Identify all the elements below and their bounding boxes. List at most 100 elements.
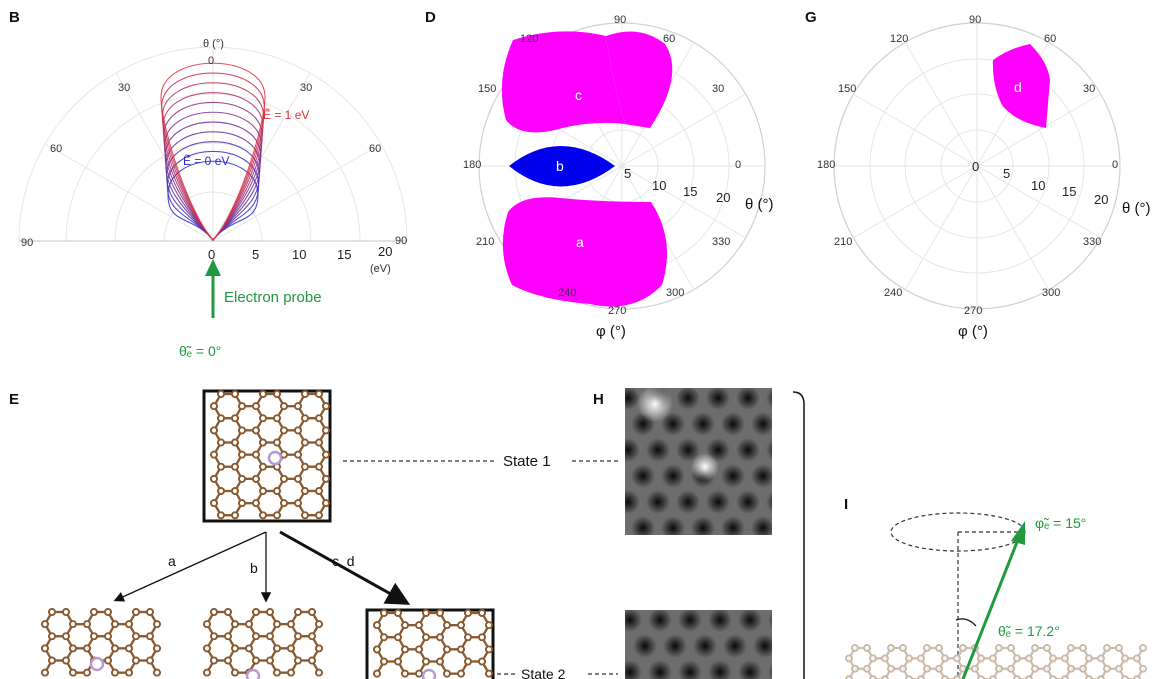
lattice-atom — [1049, 654, 1057, 663]
stm-pit — [625, 438, 640, 462]
panel-h-bracket — [792, 391, 805, 679]
panel-b-radial-0: 0 — [208, 247, 215, 262]
panel-g-tick-30: 30 — [1083, 83, 1095, 95]
panel-i-probe-arrowhead — [1011, 521, 1025, 545]
lattice-atom — [266, 608, 274, 616]
panel-e-dopant-a — [89, 656, 105, 672]
panel-d-theta-label: θ (°) — [745, 196, 774, 213]
panel-g-radial-15: 15 — [1062, 184, 1076, 199]
lattice-atom — [273, 414, 281, 423]
lattice-atom — [308, 608, 316, 616]
lattice-atom — [380, 657, 388, 666]
lattice-atom — [899, 644, 907, 652]
lattice-atom — [132, 656, 140, 665]
lattice-atom — [436, 609, 444, 617]
lattice-atom — [869, 675, 877, 679]
lattice-atom — [1085, 675, 1093, 679]
lattice-atom — [315, 414, 323, 423]
lattice-atom — [287, 668, 295, 677]
lattice-atom — [41, 620, 49, 629]
stm-pit — [663, 634, 687, 658]
panel-b-curve — [167, 160, 259, 241]
lattice-atom — [217, 438, 225, 447]
stm-pit — [723, 634, 747, 658]
lattice-atom — [1121, 654, 1129, 663]
lattice-atom — [971, 664, 979, 673]
lattice-atom — [436, 633, 444, 642]
lattice-atom — [104, 632, 112, 641]
lattice-atom — [373, 669, 381, 678]
panel-d-region-c-label: c — [575, 87, 582, 103]
stm-pit — [721, 464, 745, 488]
stm-pit — [753, 634, 772, 658]
panel-d-tick-60: 60 — [663, 33, 675, 45]
lattice-atom — [443, 645, 451, 654]
panel-d-tick-30: 30 — [712, 83, 724, 95]
lattice-atom — [69, 620, 77, 629]
panel-d-phi-label: φ (°) — [596, 323, 626, 340]
lattice-atom — [923, 644, 931, 652]
panel-d-tick-240: 240 — [558, 287, 576, 299]
lattice-atom — [415, 645, 423, 654]
lattice-atom — [941, 675, 949, 679]
lattice-atom — [238, 402, 246, 411]
stm-pit — [751, 464, 772, 488]
lattice-atom — [917, 654, 925, 663]
panel-e-label: E — [9, 391, 19, 408]
panel-i-phi-label: φ̃ₑ = 15° — [1035, 515, 1086, 531]
lattice-atom — [887, 644, 895, 652]
lattice-atom — [1121, 675, 1129, 679]
panel-g-radial-0: 0 — [972, 159, 979, 174]
lattice-atom — [1139, 664, 1147, 673]
panel-e-path-b-label: b — [250, 560, 258, 576]
lattice-atom — [436, 657, 444, 666]
stm-pit — [781, 516, 805, 540]
panel-b-radial-5: 5 — [252, 247, 259, 262]
stm-pit — [751, 412, 772, 436]
lattice-atom — [259, 487, 267, 495]
lattice-atom — [280, 499, 288, 508]
lattice-atom — [132, 632, 140, 641]
lattice-atom — [322, 402, 330, 411]
panel-b-probe-label: Electron probe — [224, 289, 322, 306]
panel-b-energy-polar: B θ (°) 0 30 30 60 60 90 90 0 5 10 15 20… — [9, 9, 408, 359]
panel-d-tick-120: 120 — [520, 33, 538, 45]
lattice-atom — [146, 632, 154, 641]
panel-d-radial-20: 20 — [716, 190, 730, 205]
lattice-atom — [851, 664, 859, 673]
panel-d-region-b — [509, 146, 615, 187]
panel-e-dopant-cd — [421, 668, 437, 679]
lattice-atom — [977, 654, 985, 663]
lattice-atom — [217, 390, 225, 398]
lattice-atom — [485, 621, 493, 630]
lattice-atom — [104, 656, 112, 665]
panel-b-label: B — [9, 9, 20, 26]
panel-b-curve — [161, 72, 265, 241]
lattice-atom — [881, 675, 889, 679]
lattice-atom — [252, 474, 260, 483]
panel-h-stm-images: H — [593, 388, 805, 679]
panel-g-theta-label: θ (°) — [1122, 200, 1151, 217]
lattice-atom — [1061, 654, 1069, 663]
lattice-atom — [478, 633, 486, 642]
lattice-atom — [280, 402, 288, 411]
lattice-atom — [273, 644, 281, 653]
panel-g-tick-180: 180 — [817, 159, 835, 171]
lattice-atom — [989, 654, 997, 663]
lattice-atom — [380, 609, 388, 617]
stm-pit — [736, 542, 760, 566]
panel-d-region-a-label: a — [576, 234, 584, 250]
lattice-atom — [83, 668, 91, 677]
lattice-atom — [1067, 644, 1075, 652]
panel-d-tick-300: 300 — [666, 287, 684, 299]
lattice-atom — [1085, 654, 1093, 663]
lattice-atom — [294, 474, 302, 483]
lattice-atom — [259, 462, 267, 471]
lattice-atom — [266, 656, 274, 665]
panel-g-tick-240: 240 — [884, 287, 902, 299]
lattice-atom — [1139, 644, 1147, 652]
panel-e-path-a-label: a — [168, 553, 176, 569]
stm-pit — [646, 438, 670, 462]
lattice-atom — [1043, 644, 1051, 652]
panel-i-theta-arc — [955, 618, 977, 627]
